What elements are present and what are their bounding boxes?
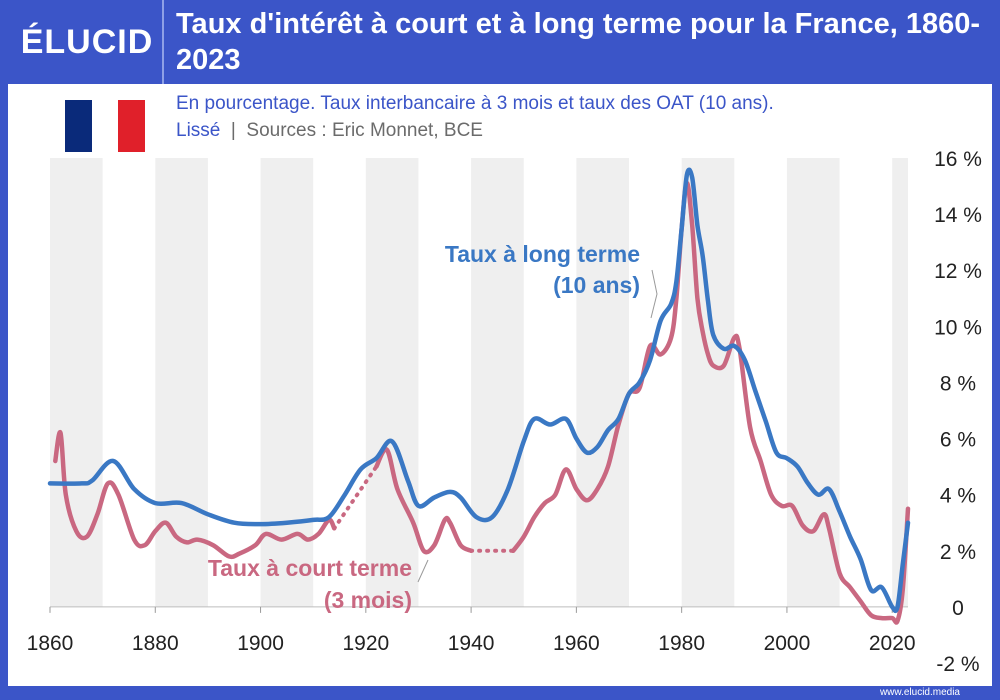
chart-subtitle: En pourcentage. Taux interbancaire à 3 m… xyxy=(176,90,976,144)
header-bar: ÉLUCID Taux d'intérêt à court et à long … xyxy=(0,0,1000,84)
flag-white-band xyxy=(91,100,119,152)
x-tick-label: 1960 xyxy=(553,632,600,655)
label-leader-line xyxy=(650,269,658,319)
subtitle-separator: | xyxy=(225,120,242,141)
decade-band xyxy=(681,158,735,607)
y-tick-label: 12 % xyxy=(934,260,982,283)
y-tick-label: 0 xyxy=(952,597,964,620)
decade-band xyxy=(155,158,208,607)
long-rate-line xyxy=(47,167,911,614)
x-tick-label: 1880 xyxy=(132,632,179,655)
subtitle-lisse: Lissé xyxy=(176,120,221,141)
decade-band xyxy=(365,158,419,607)
long-rate-label: Taux à long terme xyxy=(445,241,640,267)
flag-red-band xyxy=(118,100,146,152)
y-tick-label: 14 % xyxy=(934,204,982,227)
short-rate-line xyxy=(510,180,911,625)
subtitle-meta: Lissé | Sources : Eric Monnet, BCE xyxy=(176,117,976,144)
short-rate-label: Taux à court terme xyxy=(208,555,412,581)
chart-title: Taux d'intérêt à court et à long terme p… xyxy=(176,8,981,76)
website-link[interactable]: www.elucid.media xyxy=(879,687,960,698)
decade-band xyxy=(892,158,908,607)
y-tick-label: 6 % xyxy=(940,429,976,452)
y-tick-label: -2 % xyxy=(936,653,979,676)
x-tick-label: 1900 xyxy=(237,632,284,655)
short-rate-label: (3 mois) xyxy=(324,587,412,613)
decade-band xyxy=(260,158,314,607)
x-tick-label: 2020 xyxy=(869,632,916,655)
x-tick-label: 1920 xyxy=(342,632,389,655)
flag-blue-band xyxy=(65,100,92,152)
decade-band xyxy=(576,158,630,607)
x-tick-label: 1980 xyxy=(658,632,705,655)
label-leader-line xyxy=(417,559,429,583)
y-tick-label: 16 % xyxy=(934,148,982,171)
x-tick-label: 1940 xyxy=(448,632,495,655)
y-tick-label: 4 % xyxy=(940,485,976,508)
y-tick-label: 2 % xyxy=(940,541,976,564)
long-rate-label: (10 ans) xyxy=(553,272,640,298)
y-tick-label: 10 % xyxy=(934,316,982,339)
x-tick-label: 1860 xyxy=(27,632,74,655)
series-gap-dotted xyxy=(332,464,379,531)
short-rate-line xyxy=(374,447,474,555)
footer-bar: www.elucid.media xyxy=(0,686,1000,700)
elucid-logo[interactable]: ÉLUCID xyxy=(12,0,164,84)
x-tick-label: 2000 xyxy=(764,632,811,655)
decade-band xyxy=(50,158,103,607)
france-flag-icon xyxy=(65,100,146,152)
y-tick-label: 8 % xyxy=(940,372,976,395)
subtitle-sources: Sources : Eric Monnet, BCE xyxy=(246,120,483,141)
decade-band xyxy=(471,158,524,607)
subtitle-description: En pourcentage. Taux interbancaire à 3 m… xyxy=(176,93,774,114)
short-rate-line xyxy=(53,430,337,560)
